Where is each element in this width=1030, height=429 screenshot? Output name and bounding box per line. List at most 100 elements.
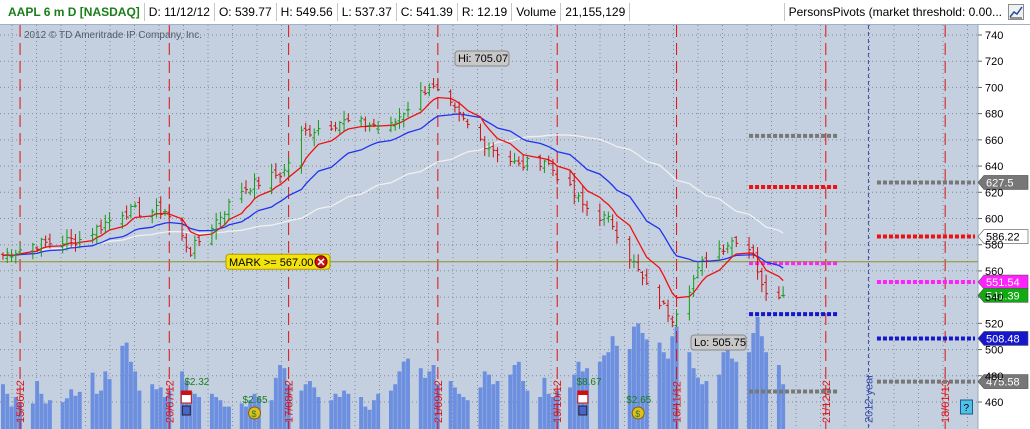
date-readout: D: 11/12/12: [145, 3, 215, 21]
price-axis-background: [978, 25, 1030, 429]
volume-bar: [695, 377, 700, 429]
volume-bar: [94, 393, 99, 429]
price-chart[interactable]: 15/06/12 20/07/12 17/08/12 21/09/12 19/10/12…: [0, 25, 1030, 429]
volume-bar: [133, 371, 138, 429]
volume-bar: [214, 397, 219, 429]
volume-bar: [725, 349, 730, 429]
volume-bar: [99, 390, 104, 429]
symbol-label[interactable]: AAPL 6 m D [NASDAQ]: [0, 3, 145, 21]
earnings-icon-top: [181, 391, 192, 395]
settings-icon[interactable]: [1008, 4, 1024, 20]
help-icon-box: [959, 399, 973, 415]
volume-bar: [197, 397, 202, 429]
dividend-coin: [631, 406, 645, 420]
volume-bar: [39, 393, 44, 429]
high-readout: H: 549.56: [277, 3, 338, 21]
watermark: 2012 © TD Ameritrade IP Company, Inc.: [24, 30, 202, 41]
price-tick-label: 560: [985, 266, 1003, 278]
calendar-icon: [181, 405, 191, 416]
volume-bar: [218, 400, 223, 429]
price-badge-text: 541.39: [986, 290, 1020, 302]
price-badge-text: 586.22: [986, 232, 1020, 244]
volume-bar: [751, 333, 756, 429]
volume-bar: [273, 377, 278, 429]
price-tick-label: 640: [985, 161, 1003, 173]
mark-label: MARK >= 567.00: [229, 257, 313, 269]
dividend-label: $2.65: [626, 395, 651, 406]
volume-bar: [525, 390, 530, 429]
price-badge: 508.48: [977, 331, 1029, 346]
dividend-icon[interactable]: $2.65 $: [243, 395, 268, 420]
earnings-icon[interactable]: [577, 390, 589, 416]
volume-bar: [124, 342, 129, 429]
volume-bar: [69, 389, 74, 429]
volume-bar: [406, 358, 410, 429]
month-marker-label: 21/12/12: [821, 380, 833, 423]
volume-bar: [478, 387, 483, 429]
month-marker-label: 16/11/12: [672, 381, 684, 423]
volume-bar: [184, 381, 189, 429]
price-badge-shape: [977, 288, 1029, 303]
volume-bar: [495, 381, 500, 429]
month-marker-label: 2012 year: [863, 374, 875, 423]
volume-bar: [636, 323, 641, 429]
volume-bar: [491, 384, 496, 429]
volume-bar: [371, 400, 376, 429]
volume-bar: [154, 389, 159, 429]
volume-bar: [597, 361, 602, 429]
volume-bar: [448, 381, 453, 429]
volume-bar: [303, 384, 308, 429]
volume-bar: [546, 393, 551, 429]
price-tick-label: 600: [985, 214, 1003, 226]
month-marker-label: 15/06/12: [15, 380, 27, 423]
volume-bar: [610, 336, 615, 429]
volume-bar: [388, 390, 393, 429]
study-label[interactable]: PersonsPivots (market threshold: 0.00...: [783, 3, 1006, 21]
volume-bar: [60, 402, 65, 429]
volume-bar: [163, 397, 167, 429]
volume-bar: [776, 365, 781, 429]
dividend-icon[interactable]: $2.65 $: [626, 395, 652, 420]
volume-bar: [47, 400, 52, 429]
price-tick-label: 620: [985, 187, 1003, 199]
volume-bar: [687, 352, 692, 429]
mark-alert[interactable]: MARK >= 567.00: [225, 253, 331, 270]
volume-bar: [542, 377, 547, 429]
price-badge-shape: [977, 331, 1029, 346]
volume-bar: [158, 387, 163, 429]
price-badge: 551.54: [977, 274, 1029, 290]
price-tick-label: 740: [985, 30, 1003, 42]
volume-bar: [64, 398, 69, 429]
volume-bar: [376, 393, 381, 429]
volume-bar: [657, 342, 662, 429]
volume-bar: [759, 336, 764, 429]
volume-bar: [367, 409, 372, 429]
volume-bar: [602, 355, 607, 429]
volume-bar: [244, 406, 248, 429]
volume-bar: [269, 400, 274, 429]
price-badge: 586.22: [977, 229, 1029, 244]
volume-bar: [508, 374, 513, 429]
price-tick-label: 480: [985, 371, 1003, 383]
help-icon[interactable]: ?: [959, 399, 973, 415]
volume-bar: [278, 365, 283, 429]
calendar-icon: [578, 405, 588, 416]
volume-bar: [77, 391, 82, 429]
volume-bar: [359, 397, 364, 429]
volume-bar: [316, 397, 321, 429]
price-tick-label: 540: [985, 292, 1003, 304]
earnings-icon[interactable]: [180, 390, 192, 416]
volume-bar: [452, 387, 457, 429]
dividend-symbol: $: [635, 409, 640, 419]
close-icon-cross: [317, 258, 325, 266]
volume-bar: [423, 377, 428, 429]
close-readout: C: 541.39: [397, 3, 458, 21]
price-tick-label: 500: [985, 345, 1003, 357]
volume-bar: [755, 317, 760, 429]
volume-bar: [465, 400, 470, 429]
volume-bar: [572, 374, 577, 429]
volume-bar: [512, 365, 517, 429]
volume-bar: [209, 393, 214, 429]
volume-bar: [128, 361, 133, 429]
